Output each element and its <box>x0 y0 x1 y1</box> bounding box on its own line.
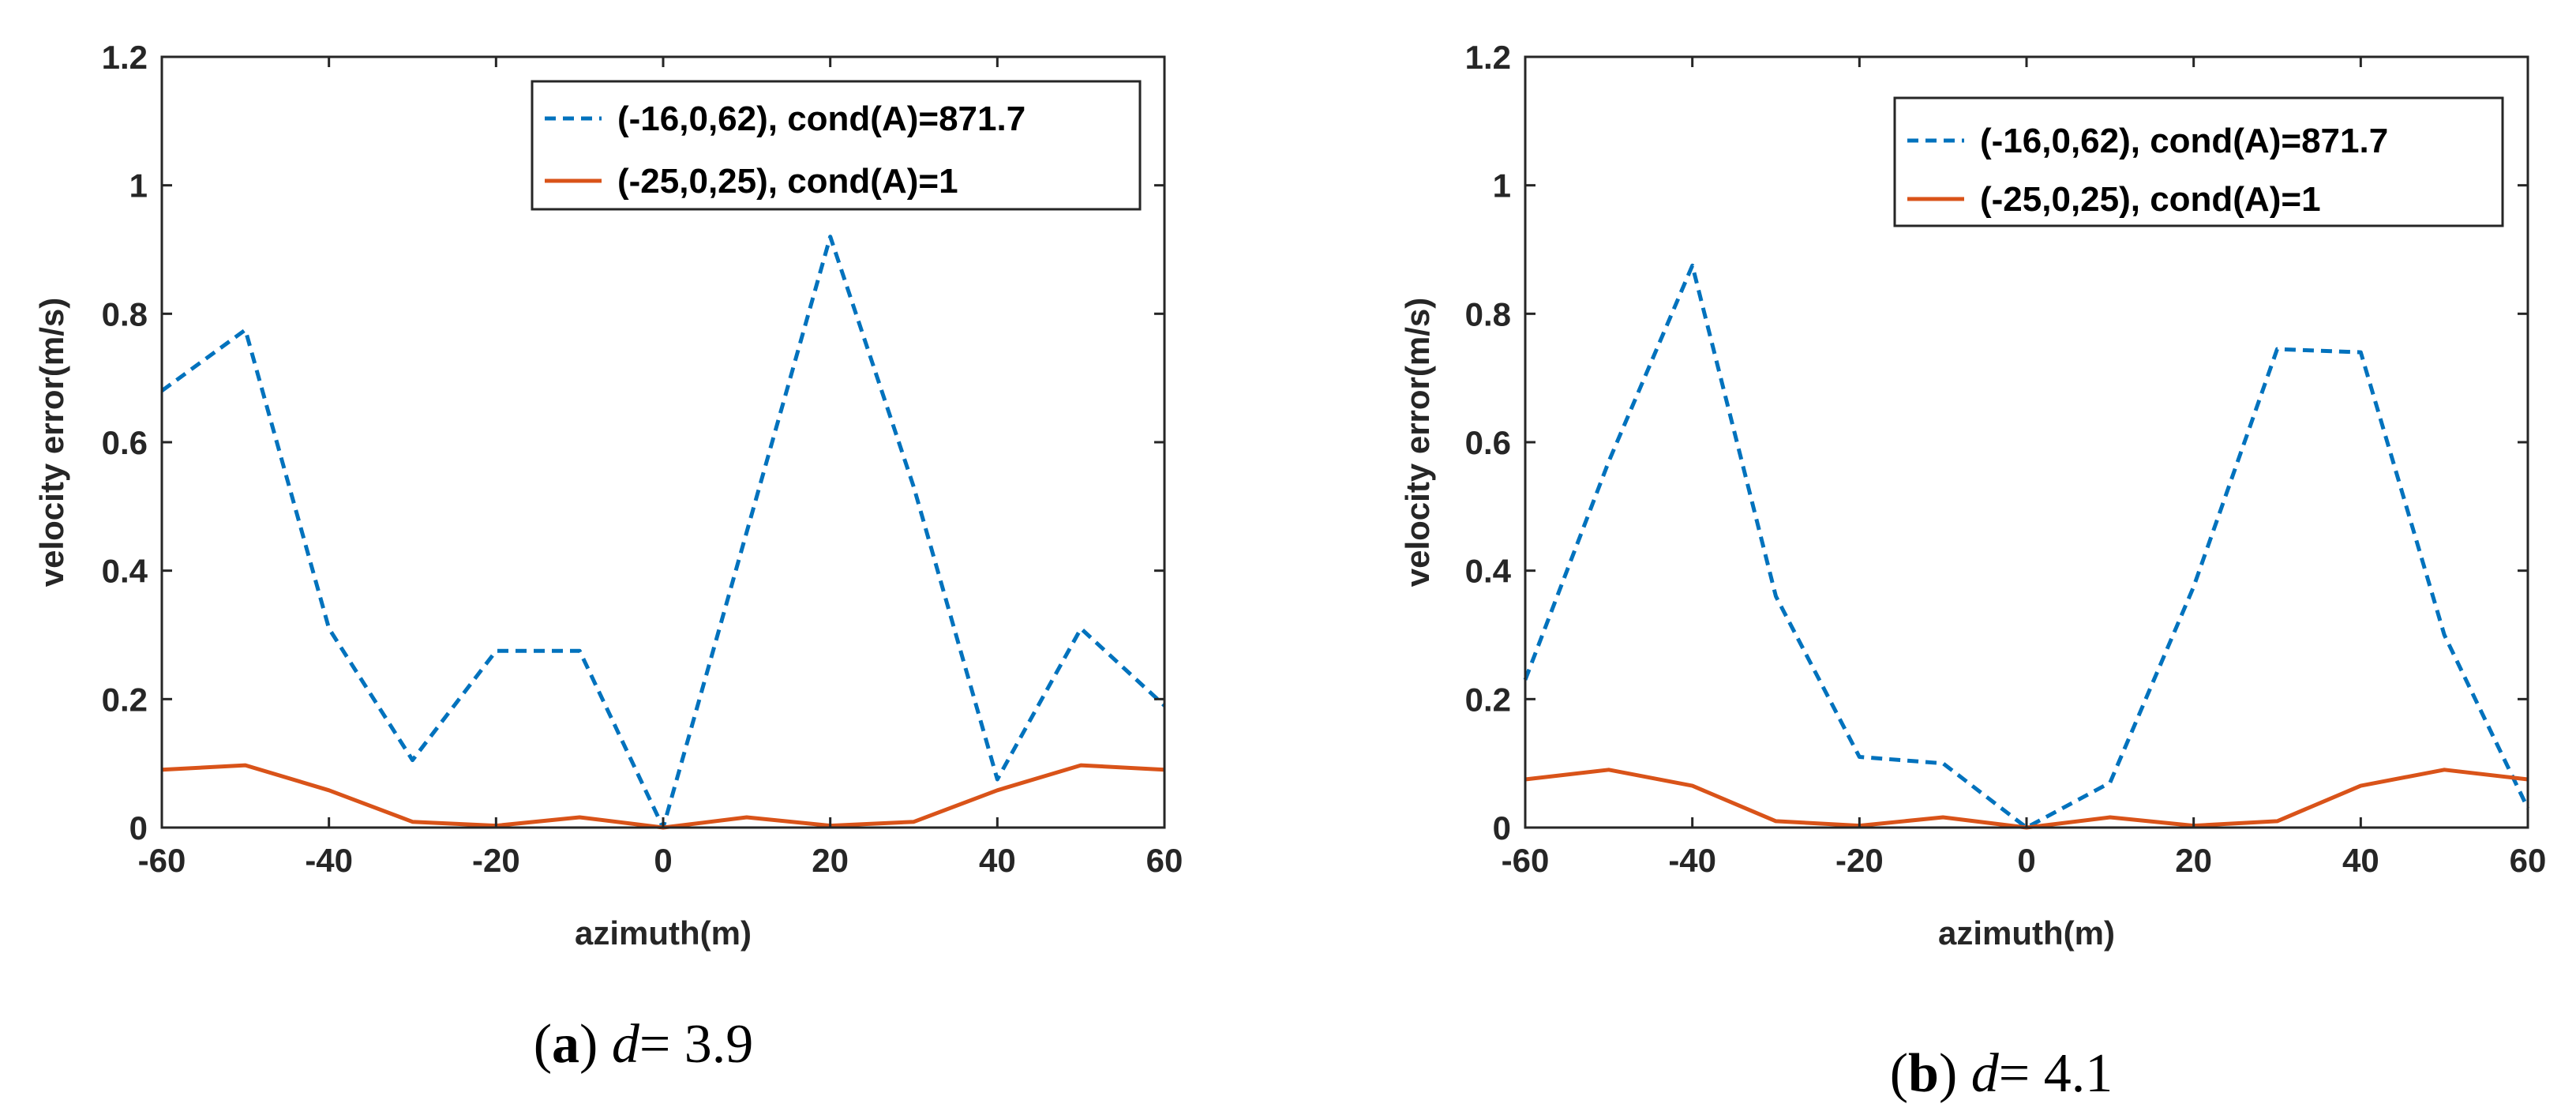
y-tick-label: 0.6 <box>1465 424 1511 461</box>
x-tick-label: 60 <box>1146 842 1183 879</box>
y-tick-label: 1 <box>1493 167 1511 205</box>
y-tick-label: 0.4 <box>102 553 148 590</box>
x-axis-label: azimuth(m) <box>1938 914 2115 952</box>
x-tick-label: 0 <box>654 842 672 879</box>
legend-label-series-1: (-16,0,62), cond(A)=871.7 <box>617 99 1026 138</box>
caption: (b) d= 4.1 <box>1890 1043 2113 1104</box>
caption: (a) d= 3.9 <box>534 1014 754 1075</box>
chart-panel-b: -60 -40 -20 0 20 40 60 0 0.2 0.4 0.6 0.8 1 1.2 azimut… <box>1399 39 2546 1104</box>
caption-value: 4.1 <box>2044 1043 2113 1104</box>
caption-value: 3.9 <box>684 1014 754 1075</box>
x-tick-label: 40 <box>979 842 1016 879</box>
y-tick-label: 0.2 <box>1465 681 1511 718</box>
y-tick-label: 0.4 <box>1465 553 1512 590</box>
y-tick-label: 0 <box>1493 809 1511 847</box>
x-axis-label: azimuth(m) <box>575 914 752 952</box>
y-axis-label: velocity error(m/s) <box>33 298 70 587</box>
legend-box <box>531 80 1142 211</box>
x-tick-label: 0 <box>2017 842 2035 879</box>
x-tick-label: 60 <box>2510 842 2547 879</box>
x-tick-label: -20 <box>472 842 520 879</box>
legend-box <box>1893 96 2504 227</box>
x-tick-label: -60 <box>1502 842 1550 879</box>
legend: (-16,0,62), cond(A)=871.7 (-25,0,25), co… <box>1893 96 2504 227</box>
x-tick-label: -20 <box>1835 842 1884 879</box>
caption-variable: d <box>1971 1043 2000 1104</box>
legend: (-16,0,62), cond(A)=871.7 (-25,0,25), co… <box>531 80 1142 211</box>
legend-label-series-2: (-25,0,25), cond(A)=1 <box>617 162 958 201</box>
caption-variable: d <box>612 1014 640 1075</box>
legend-label-series-1: (-16,0,62), cond(A)=871.7 <box>1980 122 2388 160</box>
legend-label-series-2: (-25,0,25), cond(A)=1 <box>1980 180 2321 219</box>
x-tick-label: -40 <box>1668 842 1716 879</box>
x-tick-label: 40 <box>2342 842 2379 879</box>
y-tick-label: 0.8 <box>102 295 148 332</box>
x-tick-label: 20 <box>2175 842 2212 879</box>
chart-panel-a: -60 -40 -20 0 20 40 60 0 0.2 0.4 0.6 0.8 1 1.2 azimut… <box>33 39 1183 1075</box>
x-tick-label: -40 <box>305 842 353 879</box>
caption-panel-label: a <box>552 1014 579 1075</box>
y-tick-label: 0.6 <box>102 424 148 461</box>
y-tick-label: 0 <box>129 809 148 847</box>
y-tick-label: 1 <box>129 167 148 205</box>
x-tick-label: -60 <box>138 842 186 879</box>
caption-panel-label: b <box>1908 1043 1939 1104</box>
y-axis-label: velocity error(m/s) <box>1399 298 1436 587</box>
y-tick-label: 1.2 <box>102 39 148 76</box>
y-tick-label: 0.8 <box>1465 295 1511 332</box>
y-tick-label: 0.2 <box>102 681 148 718</box>
y-tick-label: 1.2 <box>1465 39 1511 76</box>
x-tick-label: 20 <box>812 842 849 879</box>
